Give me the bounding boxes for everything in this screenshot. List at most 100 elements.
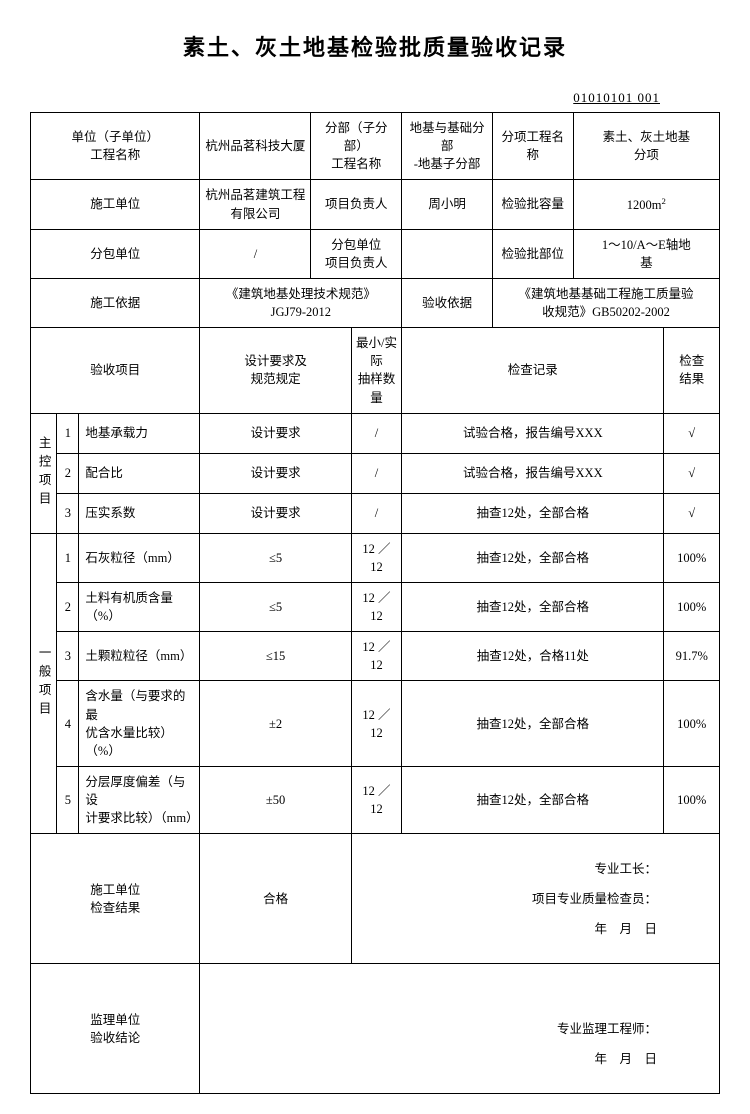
label-batch-cap: 检验批容量: [492, 180, 573, 229]
page-title: 素土、灰土地基检验批质量验收记录: [30, 30, 720, 62]
label-subcontract: 分包单位: [31, 229, 200, 278]
row-no: 2: [57, 582, 79, 631]
cu-result-label: 施工单位 检查结果: [31, 834, 200, 964]
row-record: 抽查12处，全部合格: [402, 766, 664, 833]
row-name: 土颗粒粒径（mm）: [79, 632, 200, 681]
general-label: 一般项目: [31, 533, 57, 834]
row-name: 石灰粒径（mm）: [79, 533, 200, 582]
label-accept-basis: 验收依据: [402, 278, 493, 327]
table-row: 2 土料有机质含量（%） ≤5 12 ／ 12 抽查12处，全部合格 100%: [31, 582, 720, 631]
row-result: 100%: [664, 681, 720, 767]
row-name: 地基承载力: [79, 413, 200, 453]
row-no: 3: [57, 632, 79, 681]
table-row: 4 含水量（与要求的最优含水量比较）（%） ±2 12 ／ 12 抽查12处，全…: [31, 681, 720, 767]
row-req: ±50: [200, 766, 351, 833]
row-record: 抽查12处，全部合格: [402, 533, 664, 582]
main-ctrl-label: 主控项目: [31, 413, 57, 533]
val-batch-cap: 1200m2: [573, 180, 719, 229]
label-subpart: 分部（子分部）工程名称: [311, 113, 402, 180]
doc-number: 01010101 001: [573, 90, 660, 105]
cu-result-label-2: 检查结果: [39, 899, 191, 917]
row-result: 91.7%: [664, 632, 720, 681]
table-row: 2 配合比 设计要求 / 试验合格，报告编号XXX √: [31, 453, 720, 493]
row-name: 土料有机质含量（%）: [79, 582, 200, 631]
table-row: 3 压实系数 设计要求 / 抽查12处，全部合格 √: [31, 493, 720, 533]
col-result: 检查结果: [664, 328, 720, 414]
label-batch-pos: 检验批部位: [492, 229, 573, 278]
su-result-label-1: 监理单位: [39, 1011, 191, 1029]
row-record: 抽查12处，合格11处: [402, 632, 664, 681]
date-line-2: 年 月 日: [212, 1044, 657, 1074]
row-req: ≤15: [200, 632, 351, 681]
row-qty: /: [351, 493, 401, 533]
row-result: √: [664, 413, 720, 453]
col-record: 检查记录: [402, 328, 664, 414]
row-req: ±2: [200, 681, 351, 767]
su-result-label-2: 验收结论: [39, 1029, 191, 1047]
label-sub-pm: 分包单位项目负责人: [311, 229, 402, 278]
row-result: 100%: [664, 533, 720, 582]
su-result-label: 监理单位 验收结论: [31, 964, 200, 1094]
val-pm: 周小明: [402, 180, 493, 229]
row-result: 100%: [664, 766, 720, 833]
label-basis: 施工依据: [31, 278, 200, 327]
val-cu: 杭州品茗建筑工程有限公司: [200, 180, 311, 229]
qc-line: 项目专业质量检查员：: [364, 884, 657, 914]
cu-result-value: 合格: [200, 834, 351, 964]
label-pm: 项目负责人: [311, 180, 402, 229]
row-record: 试验合格，报告编号XXX: [402, 413, 664, 453]
foreman-line: 专业工长：: [364, 854, 657, 884]
row-req: 设计要求: [200, 413, 351, 453]
val-basis: 《建筑地基处理技术规范》JGJ79-2012: [200, 278, 402, 327]
val-batch-pos: 1～10/A～E轴地基: [573, 229, 719, 278]
col-sample-qty: 最小/实际抽样数量: [351, 328, 401, 414]
val-item: 素土、灰土地基分项: [573, 113, 719, 180]
table-row: 一般项目 1 石灰粒径（mm） ≤5 12 ／ 12 抽查12处，全部合格 10…: [31, 533, 720, 582]
row-qty: 12 ／ 12: [351, 681, 401, 767]
row-name: 分层厚度偏差（与设计要求比较）（mm）: [79, 766, 200, 833]
inspection-table: 单位（子单位）工程名称 杭州品茗科技大厦 分部（子分部）工程名称 地基与基础分部…: [30, 112, 720, 1094]
row-qty: 12 ／ 12: [351, 582, 401, 631]
row-qty: /: [351, 453, 401, 493]
row-no: 5: [57, 766, 79, 833]
col-inspect-item: 验收项目: [31, 328, 200, 414]
val-subcontract: /: [200, 229, 311, 278]
row-req: 设计要求: [200, 493, 351, 533]
val-accept-basis: 《建筑地基基础工程施工质量验收规范》GB50202-2002: [492, 278, 719, 327]
row-no: 2: [57, 453, 79, 493]
row-record: 抽查12处，全部合格: [402, 493, 664, 533]
row-name: 配合比: [79, 453, 200, 493]
row-qty: 12 ／ 12: [351, 632, 401, 681]
row-name: 含水量（与要求的最优含水量比较）（%）: [79, 681, 200, 767]
cu-result-label-1: 施工单位: [39, 881, 191, 899]
supervisor-line: 专业监理工程师：: [212, 1014, 657, 1044]
row-req: ≤5: [200, 533, 351, 582]
row-req: 设计要求: [200, 453, 351, 493]
table-row: 主控项目 1 地基承载力 设计要求 / 试验合格，报告编号XXX √: [31, 413, 720, 453]
row-no: 1: [57, 413, 79, 453]
su-sign-block: 专业监理工程师： 年 月 日: [200, 964, 720, 1094]
row-result: 100%: [664, 582, 720, 631]
table-row: 5 分层厚度偏差（与设计要求比较）（mm） ±50 12 ／ 12 抽查12处，…: [31, 766, 720, 833]
row-no: 4: [57, 681, 79, 767]
row-no: 3: [57, 493, 79, 533]
row-result: √: [664, 493, 720, 533]
label-unit-project: 单位（子单位）工程名称: [31, 113, 200, 180]
row-record: 试验合格，报告编号XXX: [402, 453, 664, 493]
row-record: 抽查12处，全部合格: [402, 582, 664, 631]
cu-sign-block: 专业工长： 项目专业质量检查员： 年 月 日: [351, 834, 719, 964]
date-line: 年 月 日: [364, 914, 657, 944]
doc-number-line: 01010101 001: [30, 90, 720, 106]
val-sub-pm: [402, 229, 493, 278]
row-qty: 12 ／ 12: [351, 766, 401, 833]
table-row: 3 土颗粒粒径（mm） ≤15 12 ／ 12 抽查12处，合格11处 91.7…: [31, 632, 720, 681]
row-result: √: [664, 453, 720, 493]
row-record: 抽查12处，全部合格: [402, 681, 664, 767]
label-item: 分项工程名称: [492, 113, 573, 180]
label-cu: 施工单位: [31, 180, 200, 229]
row-qty: /: [351, 413, 401, 453]
val-subpart: 地基与基础分部-地基子分部: [402, 113, 493, 180]
val-unit-project: 杭州品茗科技大厦: [200, 113, 311, 180]
row-no: 1: [57, 533, 79, 582]
row-name: 压实系数: [79, 493, 200, 533]
